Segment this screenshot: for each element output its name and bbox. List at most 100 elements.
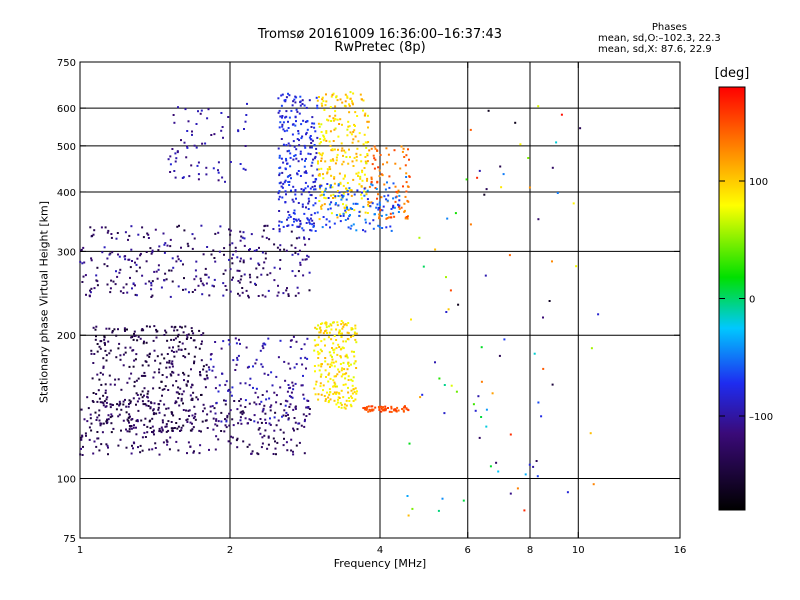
- data-point: [338, 370, 341, 373]
- data-point: [353, 209, 356, 212]
- data-point: [168, 269, 171, 272]
- data-point: [277, 192, 280, 195]
- data-point: [296, 110, 299, 113]
- data-point: [362, 205, 365, 208]
- data-point: [91, 234, 94, 237]
- data-point: [221, 126, 224, 128]
- data-point: [85, 434, 87, 437]
- data-point: [141, 328, 144, 330]
- data-point: [291, 198, 294, 201]
- data-point: [333, 182, 336, 185]
- data-point: [187, 333, 190, 336]
- data-point: [190, 164, 193, 167]
- data-point: [88, 295, 91, 298]
- data-point: [215, 435, 218, 438]
- data-point: [312, 181, 315, 184]
- data-point: [300, 384, 303, 387]
- data-point: [183, 379, 185, 382]
- data-point: [88, 426, 91, 429]
- data-point: [329, 377, 332, 380]
- data-point: [176, 225, 179, 228]
- data-point: [248, 273, 251, 276]
- data-point: [170, 421, 173, 423]
- data-point: [137, 409, 140, 412]
- data-point: [200, 343, 203, 345]
- data-point: [158, 427, 161, 430]
- data-point: [355, 341, 358, 344]
- data-point: [385, 226, 388, 229]
- data-point: [175, 157, 178, 160]
- data-point: [297, 226, 300, 228]
- data-point: [342, 383, 345, 386]
- data-point: [337, 204, 340, 207]
- data-point: [116, 403, 119, 406]
- data-point: [119, 268, 122, 271]
- data-point: [265, 398, 268, 401]
- data-point: [295, 197, 297, 200]
- data-point: [137, 335, 140, 338]
- data-point: [143, 431, 146, 434]
- data-point: [350, 194, 353, 197]
- data-point: [176, 427, 179, 430]
- data-point: [189, 445, 192, 448]
- data-point: [285, 144, 288, 147]
- data-point: [348, 104, 351, 107]
- data-point: [182, 355, 185, 357]
- data-point: [528, 186, 531, 189]
- data-point: [283, 130, 286, 133]
- data-point: [336, 153, 339, 156]
- data-point: [117, 415, 120, 418]
- data-point: [79, 249, 82, 252]
- data-point: [363, 190, 366, 193]
- data-point: [289, 215, 292, 218]
- data-point: [369, 410, 372, 413]
- data-point: [231, 436, 234, 439]
- data-point: [190, 327, 193, 330]
- data-point: [347, 379, 350, 381]
- data-point: [100, 422, 103, 425]
- data-point: [503, 338, 506, 341]
- data-point: [165, 278, 168, 281]
- phases-x-stats: mean, sd,X: 87.6, 22.9: [598, 44, 712, 55]
- data-point: [217, 171, 220, 174]
- data-point: [335, 214, 338, 216]
- data-point: [389, 225, 392, 228]
- data-point: [330, 149, 333, 152]
- data-point: [314, 197, 317, 199]
- data-point: [286, 287, 288, 290]
- data-point: [204, 142, 207, 145]
- data-point: [104, 392, 107, 394]
- data-point: [307, 185, 309, 188]
- data-point: [378, 405, 381, 408]
- data-point: [339, 182, 342, 185]
- data-point: [220, 129, 223, 132]
- data-point: [234, 246, 237, 249]
- data-point: [186, 130, 189, 132]
- data-point: [282, 182, 285, 185]
- data-point: [283, 181, 286, 184]
- data-point: [394, 196, 397, 199]
- data-point: [90, 259, 93, 262]
- data-point: [305, 415, 308, 417]
- data-point: [374, 406, 377, 409]
- x-tick-label: 10: [572, 545, 585, 556]
- data-point: [363, 133, 366, 136]
- data-point: [217, 179, 220, 182]
- data-point: [328, 393, 331, 396]
- data-point: [80, 436, 83, 439]
- data-point: [135, 263, 138, 266]
- data-point: [146, 232, 149, 235]
- data-point: [255, 249, 258, 251]
- data-point: [222, 294, 225, 297]
- data-point: [136, 394, 139, 396]
- data-point: [192, 426, 195, 429]
- data-point: [128, 428, 131, 431]
- data-point: [299, 175, 302, 177]
- data-point: [375, 188, 378, 190]
- data-point: [334, 383, 337, 386]
- data-point: [186, 421, 189, 423]
- data-point: [434, 361, 436, 364]
- data-point: [327, 380, 330, 383]
- y-tick-label: 75: [63, 534, 76, 545]
- data-point: [285, 411, 288, 414]
